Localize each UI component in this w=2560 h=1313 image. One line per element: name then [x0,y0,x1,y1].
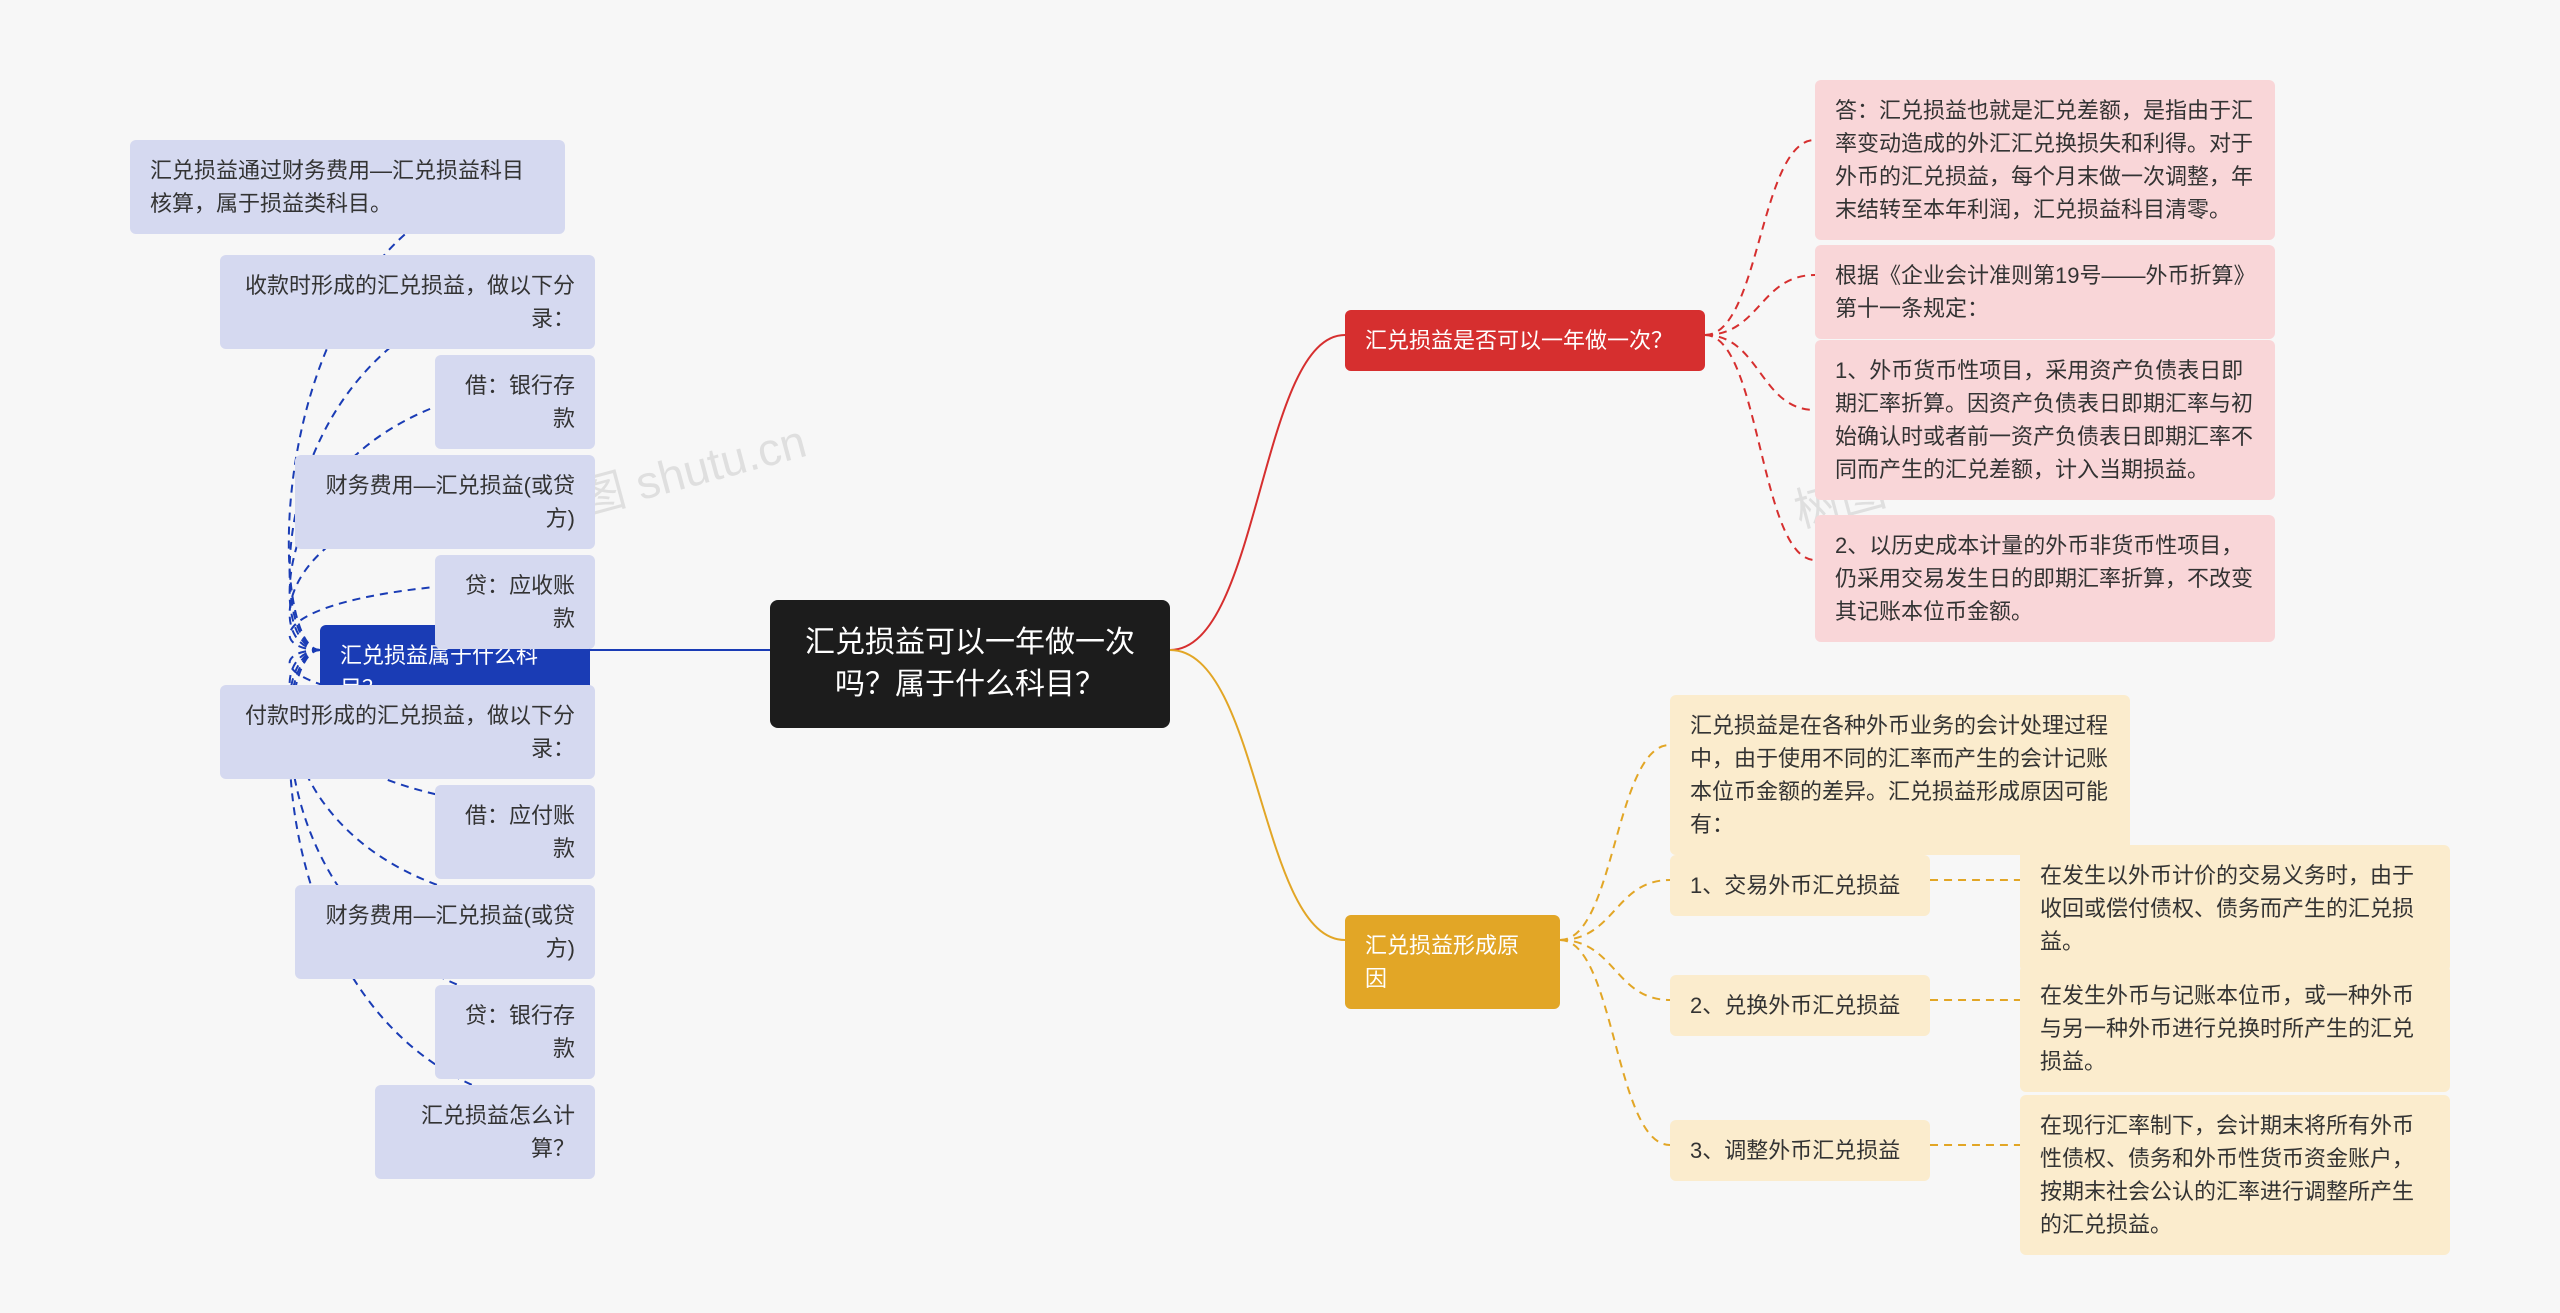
leaf-q3-i: 贷：银行存款 [435,985,595,1079]
leaf-q2-c-label: 2、兑换外币汇兑损益 [1670,975,1930,1036]
center-node: 汇兑损益可以一年做一次吗？属于什么科目？ [770,600,1170,728]
leaf-q3-c: 借：银行存款 [435,355,595,449]
leaf-q3-j: 汇兑损益怎么计算？ [375,1085,595,1179]
leaf-q3-g: 借：应付账款 [435,785,595,879]
leaf-q1-d: 2、以历史成本计量的外币非货币性项目，仍采用交易发生日的即期汇率折算，不改变其记… [1815,515,2275,642]
leaf-q3-e: 贷：应收账款 [435,555,595,649]
leaf-q3-a: 汇兑损益通过财务费用—汇兑损益科目核算，属于损益类科目。 [130,140,565,234]
leaf-q2-d-label: 3、调整外币汇兑损益 [1670,1120,1930,1181]
leaf-q2-d-detail: 在现行汇率制下，会计期末将所有外币性债权、债务和外币性货币资金账户，按期末社会公… [2020,1095,2450,1255]
leaf-q3-d: 财务费用—汇兑损益(或贷方) [295,455,595,549]
branch-q2: 汇兑损益形成原因 [1345,915,1560,1009]
leaf-q2-b-label: 1、交易外币汇兑损益 [1670,855,1930,916]
branch-q1: 汇兑损益是否可以一年做一次？ [1345,310,1705,371]
leaf-q2-c-detail: 在发生外币与记账本位币，或一种外币与另一种外币进行兑换时所产生的汇兑损益。 [2020,965,2450,1092]
leaf-q3-f: 付款时形成的汇兑损益，做以下分录： [220,685,595,779]
leaf-q2-a: 汇兑损益是在各种外币业务的会计处理过程中，由于使用不同的汇率而产生的会计记账本位… [1670,695,2130,855]
leaf-q3-b: 收款时形成的汇兑损益，做以下分录： [220,255,595,349]
leaf-q1-b: 根据《企业会计准则第19号——外币折算》第十一条规定： [1815,245,2275,339]
leaf-q3-h: 财务费用—汇兑损益(或贷方) [295,885,595,979]
mindmap-canvas: 树图 shutu.cn 树图 shutu.cn 汇兑损益可以一年做一次吗？属于什… [0,0,2560,1313]
leaf-q1-a: 答：汇兑损益也就是汇兑差额，是指由于汇率变动造成的外汇汇兑换损失和利得。对于外币… [1815,80,2275,240]
leaf-q2-b-detail: 在发生以外币计价的交易义务时，由于收回或偿付债权、债务而产生的汇兑损益。 [2020,845,2450,972]
leaf-q1-c: 1、外币货币性项目，采用资产负债表日即期汇率折算。因资产负债表日即期汇率与初始确… [1815,340,2275,500]
